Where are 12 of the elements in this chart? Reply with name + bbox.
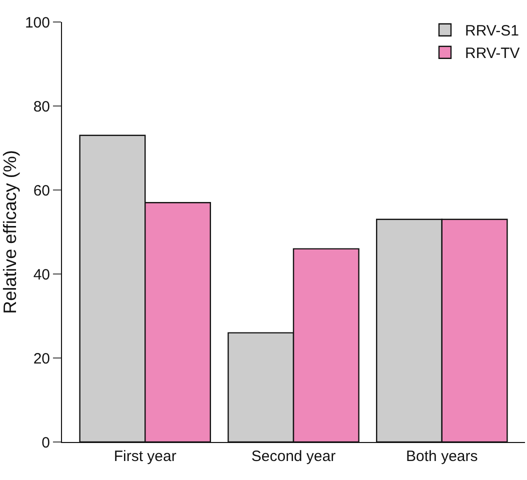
x-tick-label: First year: [114, 448, 176, 465]
legend-label: RRV-TV: [465, 45, 520, 62]
y-tick-label: 40: [33, 266, 50, 284]
y-tick-label: 0: [42, 434, 50, 452]
y-tick-label: 60: [33, 182, 50, 200]
y-tick-label: 20: [33, 350, 50, 368]
x-tick-label: Both years: [406, 448, 478, 465]
legend-label: RRV-S1: [465, 22, 519, 40]
y-tick-label: 80: [33, 98, 50, 116]
x-tick-label: Second year: [251, 448, 336, 465]
y-tick-label: 100: [24, 14, 50, 32]
y-axis-title: Relative efficacy (%): [0, 150, 20, 314]
